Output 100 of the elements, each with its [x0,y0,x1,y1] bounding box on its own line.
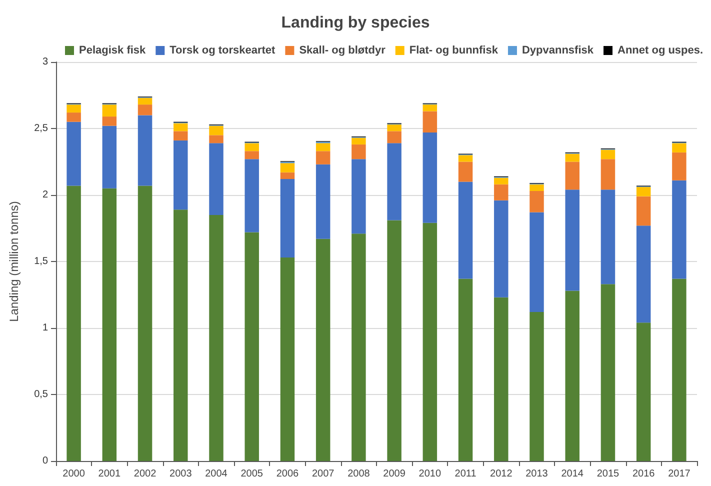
bar [458,182,473,279]
bar [672,278,686,461]
bar [565,162,580,190]
bar [565,290,580,461]
legend-label: Torsk og torskeartet [170,44,276,56]
x-tick-label: 2015 [596,468,620,480]
y-tick-label: 2 [42,190,48,200]
bar [138,186,152,461]
bar [316,151,330,164]
bar [209,126,224,136]
bar [422,132,438,223]
bar [672,152,686,180]
legend-label: Flat- og bunnfisk [409,44,499,56]
bar [66,104,81,113]
y-tick-label: 0 [42,456,48,466]
legend-label: Skall- og bløtdyr [299,44,386,56]
y-tick-label: 2,5 [34,123,48,134]
bar [66,186,81,461]
bar [636,322,651,461]
bar [387,124,402,132]
bar [174,123,188,132]
x-tick-label: 2012 [490,468,513,480]
x-tick-label: 2005 [240,468,264,480]
bar [174,131,188,140]
y-tick-label: 1 [42,322,48,334]
bar [387,131,402,144]
bar [352,138,366,144]
bar [138,104,152,116]
bar [600,150,616,160]
bar [102,104,117,117]
bar [138,98,152,105]
bar [174,210,188,461]
bar [458,278,473,461]
bar [102,116,117,126]
bar [565,190,580,291]
bar [280,258,295,461]
bar [530,312,544,461]
bar [66,122,81,186]
bar [102,126,117,188]
bar [174,140,188,210]
bar [422,104,438,112]
x-tick-label: 2003 [170,468,192,480]
x-tick-label: 2009 [383,468,406,480]
bar [494,297,508,461]
x-tick-label: 2010 [418,468,442,480]
bar [66,112,81,122]
bar [636,226,651,323]
x-tick-label: 2007 [312,468,335,480]
bar [672,180,686,279]
bar [244,143,259,152]
bar [280,179,295,258]
bar [352,234,366,461]
x-tick-label: 2001 [98,468,121,480]
bar [530,212,544,312]
bar [387,143,402,220]
bar [280,163,295,172]
x-tick-label: 2002 [134,468,157,480]
bar [458,155,473,162]
bar [422,111,438,132]
x-tick-label: 2000 [62,468,86,480]
bar [600,284,616,461]
legend-label: Pelagisk fisk [79,44,147,56]
y-tick-label: 1,5 [34,256,48,267]
bar [530,184,544,192]
bar [280,172,295,180]
x-tick-label: 2004 [205,468,228,480]
x-tick-label: 2008 [348,468,370,480]
bar [494,178,508,184]
bar [387,220,402,461]
bar [316,164,330,239]
bar [458,162,473,182]
bar [494,184,508,200]
chart-title: Landing by species [281,14,430,32]
bar [138,115,152,186]
x-tick-label: 2017 [668,468,691,480]
bar [565,154,580,162]
bar [244,232,259,461]
bar [316,238,330,461]
bar [672,143,686,152]
bar [600,159,616,190]
y-tick-label: 3 [42,56,48,68]
bar [102,188,117,461]
bar [422,222,438,461]
x-tick-label: 2006 [276,468,300,480]
x-tick-label: 2011 [454,468,477,480]
bar [209,135,224,144]
y-axis-title: Landing (million tonns) [7,201,21,322]
x-tick-label: 2014 [561,468,584,480]
x-tick-label: 2016 [632,468,656,480]
legend-label: Annet og uspes. [618,44,704,56]
bar [636,196,651,226]
bar [244,151,259,160]
bar [209,214,224,461]
bar [600,190,616,284]
bar [244,159,259,232]
bar [352,144,366,160]
bar [636,187,651,196]
x-tick-label: 2013 [526,468,548,480]
bar [494,200,508,298]
bar [316,143,330,152]
